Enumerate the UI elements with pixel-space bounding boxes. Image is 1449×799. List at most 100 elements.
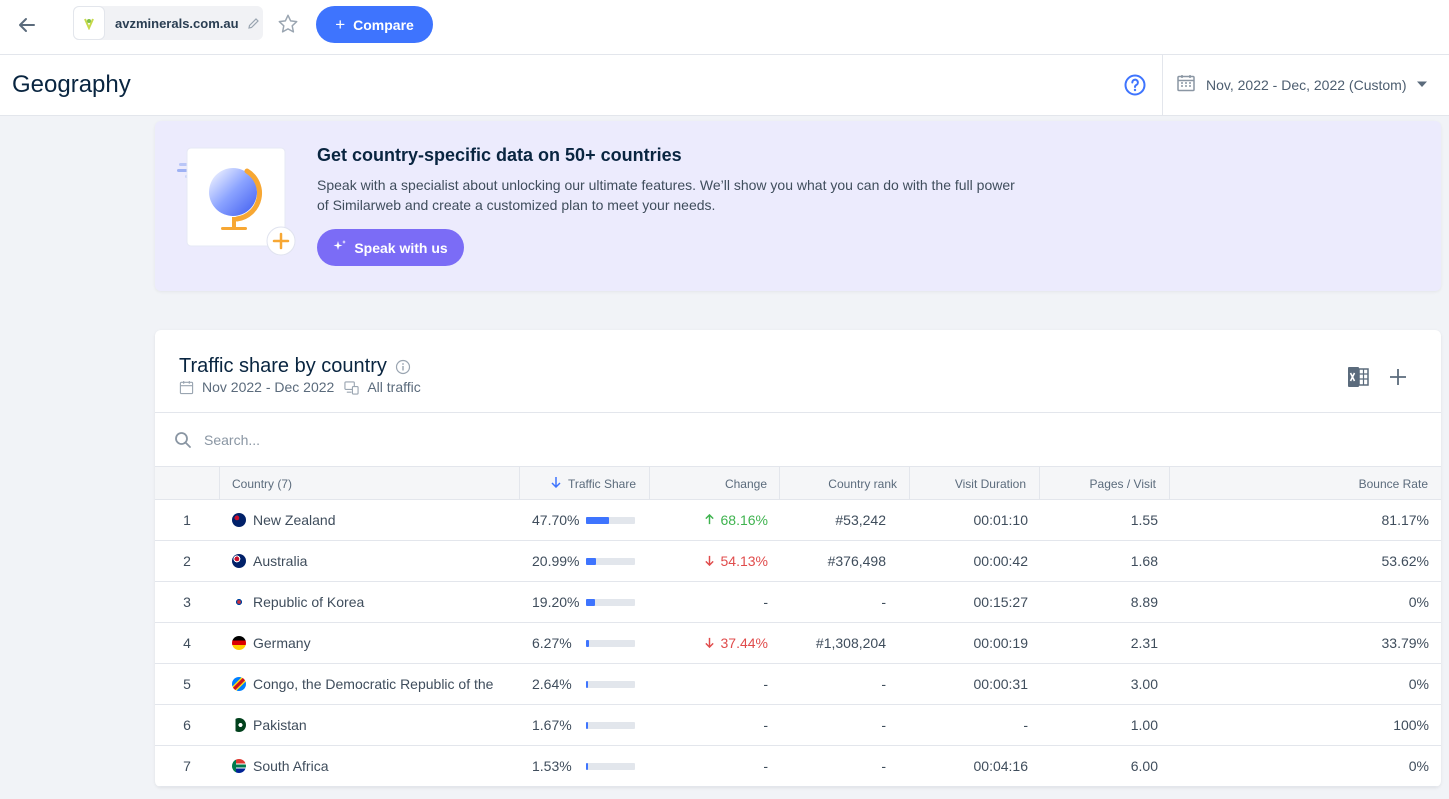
change-column-header[interactable]: Change: [649, 467, 779, 500]
row-country[interactable]: Congo, the Democratic Republic of the: [232, 664, 522, 704]
speak-with-us-label: Speak with us: [354, 239, 448, 256]
row-pages-visit: 1.00: [1130, 717, 1158, 733]
add-to-dashboard-icon[interactable]: [1385, 364, 1411, 390]
promo-title: Get country-specific data on 50+ countri…: [317, 145, 682, 165]
arrow-up-icon: [704, 512, 715, 528]
row-traffic-share: 20.99%: [532, 541, 652, 581]
sparkle-icon: [333, 239, 347, 256]
table-row[interactable]: 2 Australia 20.99% 54.13% #376,498 00:00:42 1.…: [155, 541, 1441, 582]
site-name: avzminerals.com.au: [115, 15, 239, 31]
row-country-rank: -: [881, 594, 886, 610]
table-row[interactable]: 1 New Zealand 47.70% 68.16% #53,242 00:01:10 1…: [155, 500, 1441, 541]
page-header: Geography Nov, 2022 - Dec, 2022 (Custom): [0, 55, 1449, 116]
page-title: Geography: [12, 71, 131, 98]
search-bar: [155, 412, 1441, 466]
traffic-share-bar-fill: [586, 598, 595, 606]
row-traffic-share: 19.20%: [532, 582, 652, 622]
traffic-share-column-header[interactable]: Traffic Share: [519, 467, 649, 500]
table-row[interactable]: 3 Republic of Korea 19.20% - - 00:15:27 8.89 0%: [155, 582, 1441, 623]
country-flag-icon: [232, 759, 246, 773]
pages-visit-column-label: Pages / Visit: [1089, 476, 1156, 491]
row-bounce-rate: 0%: [1408, 594, 1429, 610]
site-chip[interactable]: avzminerals.com.au: [73, 6, 263, 40]
promo-description-line: Speak with a specialist about unlocking …: [317, 177, 1015, 193]
traffic-share-column-label: Traffic Share: [567, 476, 636, 491]
help-icon[interactable]: [1123, 73, 1147, 97]
date-range-picker[interactable]: Nov, 2022 - Dec, 2022 (Custom): [1176, 73, 1427, 97]
back-arrow-icon[interactable]: [14, 12, 40, 38]
traffic-share-card: Traffic share by country Nov 2022 - Dec …: [155, 330, 1441, 787]
promo-description-line: of Similarweb and create a customized pl…: [317, 197, 716, 213]
row-bounce-rate: 81.17%: [1381, 512, 1429, 528]
country-name: South Africa: [253, 758, 329, 774]
row-rank: 1: [183, 512, 191, 528]
row-bounce-rate: 0%: [1408, 676, 1429, 692]
row-pages-visit: 1.55: [1130, 512, 1158, 528]
pages-visit-column-header[interactable]: Pages / Visit: [1039, 467, 1169, 500]
row-change: 37.44%: [650, 623, 768, 663]
rank-column-header: [155, 467, 219, 500]
traffic-share-bar: [586, 762, 635, 770]
row-country-rank: #53,242: [835, 512, 886, 528]
row-country[interactable]: Republic of Korea: [232, 582, 522, 622]
traffic-share-value: 20.99%: [532, 553, 580, 569]
row-traffic-share: 2.64%: [532, 664, 652, 704]
table-row[interactable]: 5 Congo, the Democratic Republic of the 2.…: [155, 664, 1441, 705]
compare-button[interactable]: + Compare: [316, 6, 433, 43]
calendar-icon: [179, 380, 194, 395]
bounce-rate-column-label: Bounce Rate: [1358, 476, 1428, 491]
country-rank-column-header[interactable]: Country rank: [779, 467, 909, 500]
traffic-share-bar: [586, 721, 635, 729]
speak-with-us-button[interactable]: Speak with us: [317, 229, 464, 266]
table-row[interactable]: 6 Pakistan 1.67% - - - 1.00 100%: [155, 705, 1441, 746]
calendar-icon: [1176, 73, 1196, 98]
traffic-share-bar-fill: [586, 516, 609, 524]
caret-down-icon: [1416, 76, 1427, 94]
row-pages-visit: 8.89: [1130, 594, 1158, 610]
star-icon[interactable]: [276, 12, 300, 36]
row-country[interactable]: New Zealand: [232, 500, 522, 540]
plus-icon: +: [335, 15, 346, 34]
table-row[interactable]: 7 South Africa 1.53% - - 00:04:16 6.00 0%: [155, 746, 1441, 787]
row-change: 68.16%: [650, 500, 768, 540]
bounce-rate-column-header[interactable]: Bounce Rate: [1169, 467, 1441, 500]
traffic-share-value: 6.27%: [532, 635, 572, 651]
visit-duration-column-header[interactable]: Visit Duration: [909, 467, 1039, 500]
country-flag-icon: [232, 513, 246, 527]
search-input[interactable]: [204, 431, 804, 448]
row-visit-duration: -: [1023, 717, 1028, 733]
row-rank: 5: [183, 676, 191, 692]
country-name: Congo, the Democratic Republic of the: [253, 676, 494, 692]
row-country-rank: #1,308,204: [815, 635, 886, 651]
row-country[interactable]: Pakistan: [232, 705, 522, 745]
row-traffic-share: 1.53%: [532, 746, 652, 786]
row-country-rank: -: [881, 717, 886, 733]
change-value: 37.44%: [720, 635, 768, 651]
country-name: Pakistan: [253, 717, 307, 733]
row-pages-visit: 3.00: [1130, 676, 1158, 692]
row-country[interactable]: Germany: [232, 623, 522, 663]
globe-illustration-icon: [177, 147, 297, 257]
country-column-header[interactable]: Country (7): [219, 467, 519, 500]
row-rank: 7: [183, 758, 191, 774]
row-country-rank: #376,498: [827, 553, 886, 569]
row-visit-duration: 00:00:42: [973, 553, 1029, 569]
country-flag-icon: [232, 718, 246, 732]
excel-download-icon[interactable]: [1345, 364, 1371, 390]
country-name: Germany: [253, 635, 311, 651]
country-flag-icon: [232, 636, 246, 650]
info-icon[interactable]: [395, 359, 411, 375]
pencil-icon[interactable]: [247, 17, 260, 30]
card-title: Traffic share by country: [179, 355, 411, 378]
traffic-share-bar-fill: [586, 721, 588, 729]
traffic-type: All traffic: [367, 379, 421, 395]
row-country[interactable]: South Africa: [232, 746, 522, 786]
row-country[interactable]: Australia: [232, 541, 522, 581]
table-row[interactable]: 4 Germany 6.27% 37.44% #1,308,204 00:00:19 2.3…: [155, 623, 1441, 664]
promo-banner: Get country-specific data on 50+ countri…: [155, 121, 1441, 291]
row-country-rank: -: [881, 676, 886, 692]
change-value: -: [763, 717, 768, 733]
row-visit-duration: 00:15:27: [973, 594, 1029, 610]
traffic-share-bar-fill: [586, 557, 596, 565]
visit-duration-column-label: Visit Duration: [954, 476, 1026, 491]
